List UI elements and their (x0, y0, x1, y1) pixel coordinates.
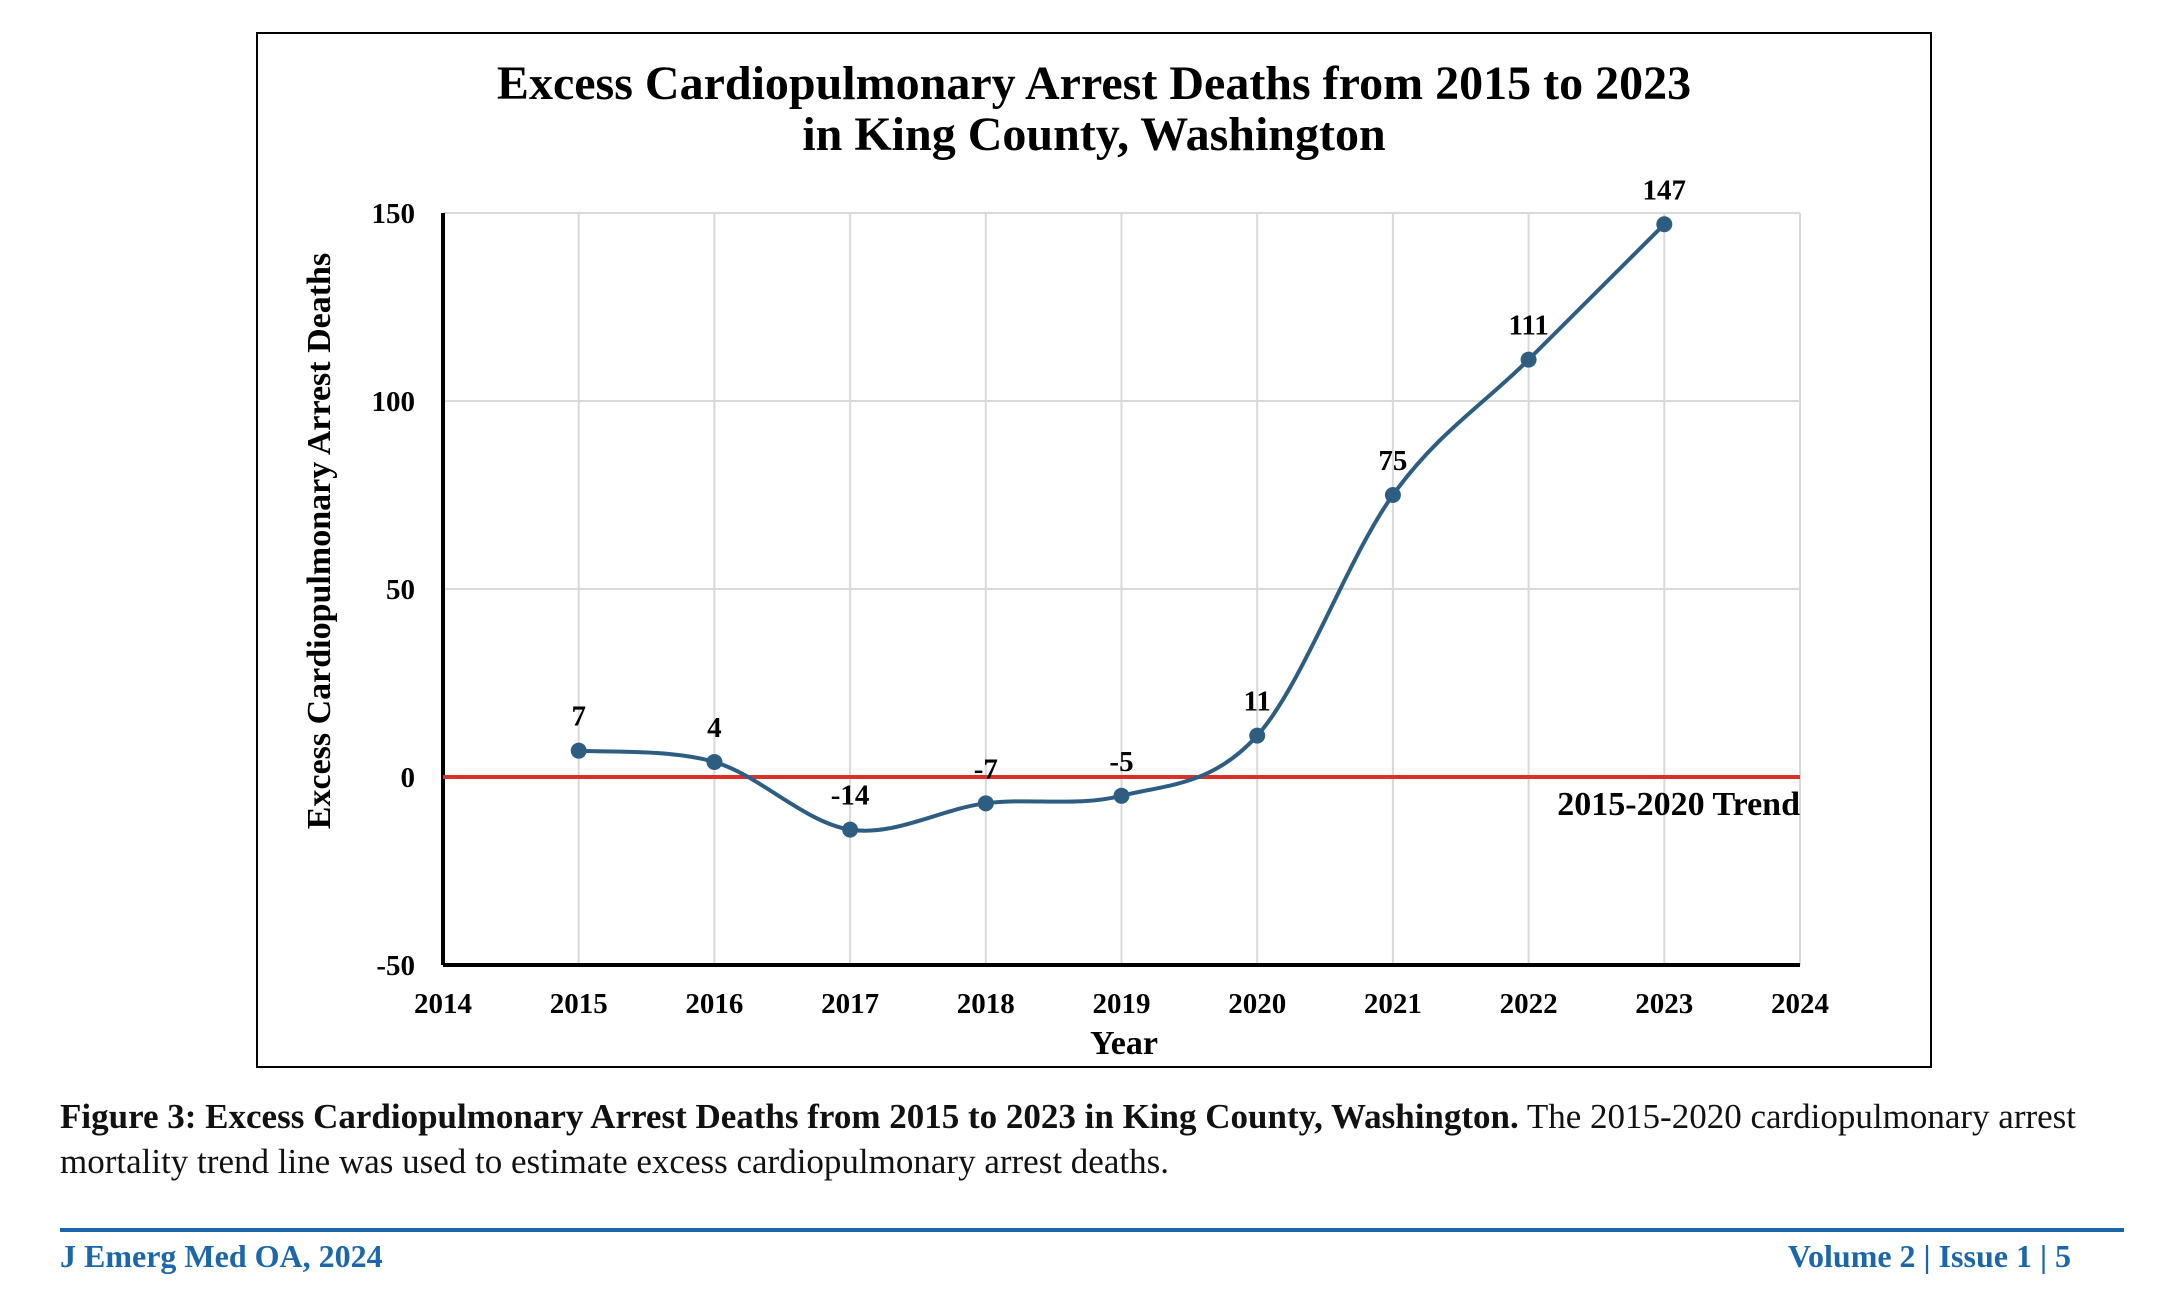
data-label: 7 (571, 701, 586, 733)
data-point (1520, 351, 1537, 368)
x-tick-label: 2020 (1228, 988, 1286, 1020)
data-label: -14 (831, 780, 870, 812)
data-point (977, 795, 994, 812)
y-tick-label: 50 (386, 574, 415, 606)
data-label: 11 (1243, 686, 1270, 718)
data-point (842, 821, 859, 838)
x-tick-label: 2021 (1364, 988, 1422, 1020)
data-label: 4 (707, 712, 722, 744)
data-label: 147 (1643, 174, 1687, 206)
data-label: 75 (1378, 445, 1407, 477)
y-tick-label: 0 (401, 762, 416, 794)
footer-journal: J Emerg Med OA, 2024 (60, 1238, 383, 1274)
x-axis-title: Year (1090, 1025, 1158, 1062)
data-point (706, 753, 723, 770)
data-point (570, 742, 587, 759)
data-point (1384, 487, 1401, 503)
y-tick-label: -50 (376, 950, 415, 982)
series-layer (570, 216, 1673, 838)
y-axis-title: Excess Cardiopulmonary Arrest Deaths (301, 253, 338, 829)
x-tick-label: 2019 (1093, 988, 1151, 1020)
series-line (578, 222, 1666, 833)
caption-bold: Figure 3: Excess Cardiopulmonary Arrest … (60, 1097, 1519, 1136)
data-label: 111 (1508, 310, 1548, 342)
x-tick-label: 2016 (685, 988, 743, 1020)
chart-title-line1: Excess Cardiopulmonary Arrest Deaths fro… (497, 57, 1691, 110)
data-point (1249, 727, 1266, 744)
footer-issue: Volume 2 | Issue 1 | 5 (1787, 1238, 2071, 1274)
axis-layer (441, 213, 1800, 967)
x-tick-label: 2018 (957, 988, 1015, 1020)
caption-text: The 2015-2020 cardiopulmonary arrest mor… (60, 1097, 2077, 1181)
data-label: -7 (974, 753, 998, 785)
data-point (1656, 216, 1673, 233)
y-tick-label: 100 (372, 386, 416, 418)
label-layer: 2014 2015 2016 2017 2018 2019 2020 2021 2022 2023… (372, 174, 1830, 1020)
x-tick-label: 2014 (414, 988, 472, 1020)
x-tick-label: 2024 (1771, 988, 1829, 1020)
x-tick-label: 2022 (1500, 988, 1558, 1020)
figure-caption: Figure 3: Excess Cardiopulmonary Arrest … (60, 1094, 2140, 1184)
data-label: -5 (1109, 746, 1133, 778)
chart-frame (256, 32, 1932, 1068)
grid-layer (443, 212, 1801, 965)
x-tick-label: 2015 (550, 988, 608, 1020)
x-tick-label: 2017 (821, 988, 879, 1020)
footer-rule (60, 1228, 2124, 1232)
chart-title-line2: in King County, Washington (802, 108, 1385, 161)
trend-line-label: 2015-2020 Trend (1557, 786, 1800, 823)
y-tick-label: 150 (372, 198, 416, 230)
data-point (1113, 787, 1130, 804)
x-tick-label: 2023 (1635, 988, 1693, 1020)
